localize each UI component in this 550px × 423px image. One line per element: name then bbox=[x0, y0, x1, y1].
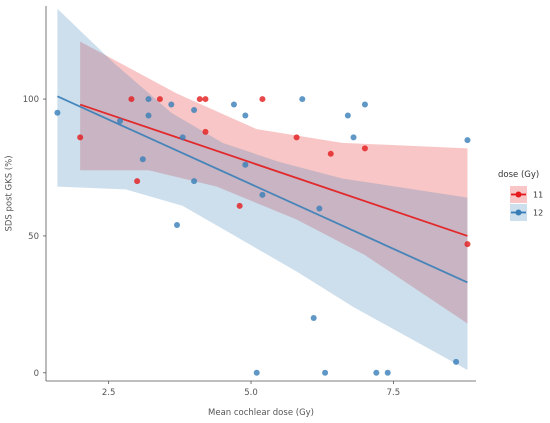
data-point-12 bbox=[145, 96, 152, 103]
data-point-12 bbox=[191, 178, 198, 185]
x-tick-label: 7.5 bbox=[387, 388, 401, 398]
axes bbox=[45, 6, 476, 382]
legend-label-12: 12 bbox=[533, 209, 543, 218]
data-point-12 bbox=[242, 161, 249, 168]
data-point-12 bbox=[139, 156, 146, 163]
legend-label-11: 11 bbox=[533, 191, 543, 200]
x-ticks: 2.5 5.0 7.5 bbox=[102, 381, 400, 398]
data-point-12 bbox=[179, 134, 186, 141]
data-point-11 bbox=[361, 145, 368, 152]
data-point-12 bbox=[145, 112, 152, 119]
data-point-11 bbox=[236, 202, 243, 209]
x-axis-title: Mean cochlear dose (Gy) bbox=[208, 408, 314, 418]
data-point-12 bbox=[117, 117, 124, 124]
legend-key-point-11 bbox=[515, 191, 522, 198]
data-point-12 bbox=[322, 369, 329, 376]
data-point-12 bbox=[384, 369, 391, 376]
data-point-12 bbox=[54, 109, 61, 116]
data-point-11 bbox=[202, 96, 209, 103]
data-point-11 bbox=[327, 150, 334, 157]
y-ticks: 0 50 100 bbox=[23, 95, 46, 379]
data-point-12 bbox=[191, 107, 198, 114]
data-point-11 bbox=[259, 96, 266, 103]
data-point-12 bbox=[310, 315, 317, 322]
legend-key-point-12 bbox=[515, 209, 522, 216]
fit-line-11 bbox=[79, 103, 468, 237]
confidence-band-11 bbox=[80, 41, 468, 324]
legend-title: dose (Gy) bbox=[498, 170, 539, 180]
data-point-11 bbox=[464, 241, 471, 248]
x-tick-label: 5.0 bbox=[244, 388, 258, 398]
data-point-12 bbox=[230, 101, 237, 108]
y-tick-label: 100 bbox=[23, 95, 39, 105]
legend: dose (Gy) 11 12 bbox=[498, 170, 543, 221]
y-tick-label: 0 bbox=[34, 369, 39, 379]
data-point-12 bbox=[259, 191, 266, 198]
data-point-11 bbox=[156, 96, 163, 103]
data-point-12 bbox=[361, 101, 368, 108]
y-tick-label: 50 bbox=[28, 232, 39, 242]
data-point-12 bbox=[253, 369, 260, 376]
data-point-12 bbox=[168, 101, 175, 108]
data-point-11 bbox=[196, 96, 203, 103]
y-axis-title: SDS post GKS (%) bbox=[5, 155, 15, 231]
data-point-11 bbox=[77, 134, 84, 141]
data-point-11 bbox=[202, 128, 209, 135]
data-point-12 bbox=[299, 96, 306, 103]
data-point-12 bbox=[173, 221, 180, 228]
data-point-11 bbox=[134, 178, 141, 185]
data-point-12 bbox=[344, 112, 351, 119]
fit-line-12 bbox=[57, 95, 468, 284]
data-point-12 bbox=[242, 112, 249, 119]
data-point-11 bbox=[128, 96, 135, 103]
data-point-12 bbox=[373, 369, 380, 376]
x-tick-label: 2.5 bbox=[102, 388, 116, 398]
data-point-11 bbox=[293, 134, 300, 141]
data-point-12 bbox=[464, 137, 471, 144]
fit-lines bbox=[57, 95, 468, 284]
data-point-12 bbox=[316, 205, 323, 212]
data-points bbox=[54, 96, 471, 376]
data-point-12 bbox=[350, 134, 357, 141]
data-point-12 bbox=[453, 358, 460, 365]
